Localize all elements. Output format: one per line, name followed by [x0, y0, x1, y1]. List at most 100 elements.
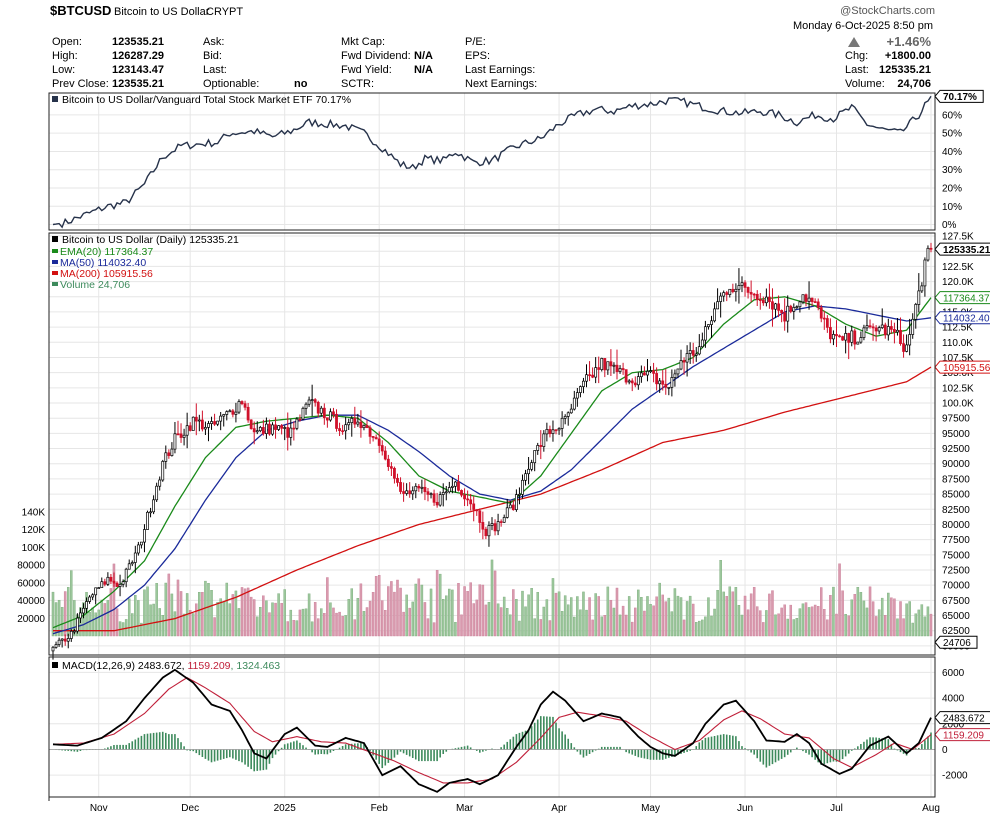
price-bar-body	[73, 631, 75, 632]
volume-bar	[598, 596, 600, 636]
macd-histogram-bar	[406, 750, 408, 755]
volume-bar	[491, 560, 493, 636]
macd-histogram-bar	[131, 741, 133, 749]
price-bar	[156, 483, 158, 502]
price-panel: 125335.21117364.37114032.40105915.562470…	[52, 243, 990, 660]
bid-label: Bid:	[203, 50, 222, 62]
volume-bar	[582, 592, 584, 636]
volume-bar	[415, 584, 417, 636]
price-bar	[153, 495, 155, 514]
macd-histogram-bar	[589, 750, 591, 755]
macd-histogram-bar	[284, 744, 286, 749]
macd-histogram-bar	[702, 740, 704, 749]
price-bar-body	[67, 638, 69, 641]
price-bar	[101, 578, 103, 588]
volume-bar	[531, 588, 533, 636]
relative-tick-label: 30%	[942, 165, 962, 176]
price-tick-label: 80000	[942, 520, 970, 531]
price-bar	[302, 407, 304, 421]
macd-histogram-bar	[787, 750, 789, 755]
price-bar-body	[710, 321, 712, 325]
volume-bar	[345, 615, 347, 636]
price-bar	[293, 421, 295, 440]
volume-bar	[131, 614, 133, 637]
macd-histogram-bar	[397, 750, 399, 755]
volume-bar	[750, 594, 752, 636]
price-bar	[701, 333, 703, 348]
price-bar	[55, 642, 57, 649]
ticker-symbol[interactable]: $BTCUSD	[50, 3, 111, 18]
price-bar	[720, 293, 722, 318]
price-bar-body	[765, 297, 767, 303]
price-bar-body	[134, 553, 136, 563]
macd-histogram-bar	[756, 750, 758, 759]
price-bar	[442, 483, 444, 506]
price-bar	[226, 410, 228, 420]
price-bar	[217, 421, 219, 426]
price-bar	[110, 574, 112, 584]
quote-datetime: Monday 6-Oct-2025 8:50 pm	[793, 20, 933, 32]
volume-tick-label: 80000	[17, 561, 45, 572]
price-bar	[524, 470, 526, 486]
price-bar-body	[552, 430, 554, 434]
price-bar	[171, 442, 173, 457]
macd-histogram-bar	[634, 750, 636, 756]
price-bar-body	[814, 302, 816, 303]
price-bar	[448, 482, 450, 494]
volume-bar	[281, 603, 283, 636]
volume-bar	[802, 604, 804, 636]
macd-histogram-bar	[162, 732, 164, 750]
price-bar-body	[369, 428, 371, 437]
price-bar	[366, 420, 368, 428]
price-bar	[695, 347, 697, 362]
price-bar	[70, 629, 72, 642]
high-value: 126287.29	[112, 50, 164, 62]
volume-bar	[704, 617, 706, 636]
price-bar	[399, 477, 401, 494]
chart-header: $BTCUSD Bitcoin to US Dollar CRYPT @Stoc…	[50, 3, 935, 32]
price-bar	[774, 303, 776, 318]
volume-bar	[342, 616, 344, 636]
price-bar	[281, 424, 283, 434]
price-bar	[396, 474, 398, 487]
price-bar	[503, 515, 505, 523]
price-bar-body	[701, 340, 703, 347]
price-bar-body	[220, 416, 222, 421]
volume-bar	[753, 587, 755, 636]
volume-bar	[848, 616, 850, 636]
macd-histogram-bar	[503, 745, 505, 750]
price-bar	[457, 475, 459, 492]
price-value-label: 105915.56	[943, 363, 990, 374]
price-bar-body	[528, 469, 530, 473]
price-bar-body	[869, 326, 871, 327]
relative-tick-label: 0%	[942, 220, 957, 231]
price-bar	[601, 358, 603, 372]
price-bar-body	[128, 564, 130, 569]
volume-bar	[842, 591, 844, 636]
volume-bar	[915, 614, 917, 636]
volume-bar	[646, 596, 648, 636]
price-bar-body	[820, 308, 822, 319]
price-bar	[95, 588, 97, 605]
price-bar-body	[717, 302, 719, 309]
price-bar	[921, 282, 923, 293]
month-label: Mar	[456, 803, 474, 814]
price-bar	[445, 486, 447, 500]
price-bar-body	[573, 398, 575, 409]
macd-histogram-bar	[860, 744, 862, 750]
price-bar-body	[210, 422, 212, 424]
macd-histogram-bar	[119, 745, 121, 750]
price-bar-body	[143, 530, 145, 543]
macd-histogram-bar	[442, 750, 444, 755]
price-bar-body	[186, 426, 188, 436]
price-bar	[784, 298, 786, 330]
price-bar-body	[488, 526, 490, 536]
price-bar-body	[476, 510, 478, 511]
volume-bar	[335, 613, 337, 636]
price-bar-body	[180, 434, 182, 438]
price-bar-body	[857, 342, 859, 344]
price-bar	[460, 490, 462, 498]
price-bar-body	[473, 504, 475, 510]
macd-histogram-bar	[628, 750, 630, 754]
volume-bar	[774, 615, 776, 636]
